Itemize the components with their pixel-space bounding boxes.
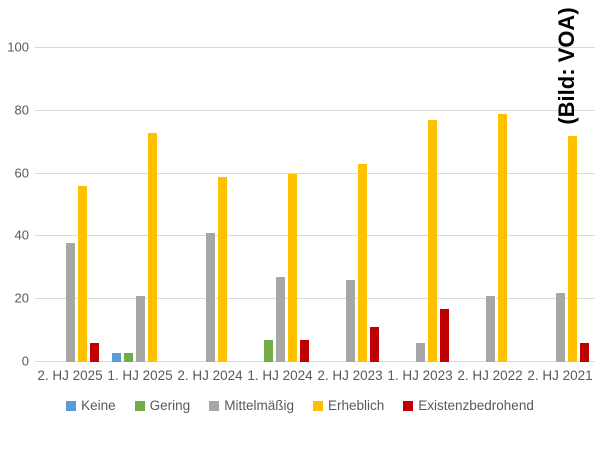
gridline-y-40: 40 (15, 228, 595, 243)
bar-erheblich (567, 135, 577, 362)
bar-group-2-hj-2025 (35, 48, 105, 362)
legend-label: Keine (81, 398, 116, 413)
bar-group-1-hj-2023 (385, 48, 455, 362)
x-tick-label-2-hj-2023: 2. HJ 2023 (317, 368, 383, 383)
y-tick-label: 0 (21, 353, 29, 369)
bar-mittelm-ig (205, 233, 215, 362)
bar-erheblich (357, 164, 367, 362)
legend-swatch-icon (134, 400, 145, 411)
bar-groups (35, 48, 595, 362)
bar-group-1-hj-2024 (245, 48, 315, 362)
bar-existenzbedrohend (439, 308, 449, 362)
bar-keine (111, 352, 121, 362)
bar-group-1-hj-2025 (105, 48, 175, 362)
legend-item-erheblich: Erheblich (312, 398, 385, 413)
gridline-y-80: 80 (15, 102, 595, 117)
y-tick-label: 20 (14, 290, 29, 306)
legend: Keine Gering Mittelmäßig Erheblich Existenzb… (0, 398, 600, 413)
bar-group-2-hj-2023 (315, 48, 385, 362)
gridline-y-0: 0 (22, 354, 595, 369)
y-tick-label: 100 (7, 39, 29, 55)
bar-mittelm-ig (485, 296, 495, 362)
y-tick-label: 40 (14, 227, 29, 243)
bar-mittelm-ig (415, 343, 425, 362)
bar-group-2-hj-2021 (525, 48, 595, 362)
plot-area: 0 20 40 60 80 100 (7, 40, 595, 369)
bar-mittelm-ig (555, 292, 565, 362)
bar-existenzbedrohend (299, 340, 309, 362)
legend-swatch-icon (403, 400, 414, 411)
legend-label: Gering (149, 398, 191, 413)
x-axis: 2. HJ 2025 1. HJ 2025 2. HJ 2024 1. HJ 2024… (35, 368, 595, 383)
legend-label: Erheblich (327, 398, 385, 413)
x-tick-label-1-hj-2023: 1. HJ 2023 (387, 368, 453, 383)
x-tick-label-2-hj-2025: 2. HJ 2025 (37, 368, 103, 383)
legend-label: Existenzbedrohend (418, 398, 534, 413)
bar-existenzbedrohend (579, 343, 589, 362)
legend-swatch-icon (312, 400, 323, 411)
legend-label: Mittelmäßig (224, 398, 294, 413)
bar-erheblich (77, 186, 87, 362)
bar-mittelm-ig (275, 277, 285, 362)
x-tick-label-2-hj-2021: 2. HJ 2021 (527, 368, 593, 383)
legend-swatch-icon (209, 400, 220, 411)
bar-gering (123, 352, 133, 362)
bar-erheblich (147, 132, 157, 362)
bar-erheblich (427, 120, 437, 362)
legend-item-gering: Gering (134, 398, 191, 413)
gridline-y-60: 60 (15, 165, 595, 180)
bar-existenzbedrohend (369, 327, 379, 362)
gridline-y-100: 100 (7, 40, 595, 55)
bar-mittelm-ig (65, 242, 75, 362)
bar-erheblich (497, 113, 507, 362)
x-tick-label-1-hj-2025: 1. HJ 2025 (107, 368, 173, 383)
bar-erheblich (287, 173, 297, 362)
y-tick-label: 80 (14, 102, 29, 118)
y-tick-label: 60 (14, 165, 29, 181)
gridline-y-20: 20 (15, 291, 595, 306)
image-credit: (Bild: VOA) (554, 7, 579, 125)
bar-group-2-hj-2022 (455, 48, 525, 362)
legend-item-mittelm-ig: Mittelmäßig (209, 398, 294, 413)
legend-item-keine: Keine (66, 398, 116, 413)
legend-swatch-icon (66, 400, 77, 411)
bar-mittelm-ig (135, 296, 145, 362)
bar-group-2-hj-2024 (175, 48, 245, 362)
x-tick-label-2-hj-2022: 2. HJ 2022 (457, 368, 523, 383)
legend-item-existenzbedrohend: Existenzbedrohend (403, 398, 534, 413)
bar-mittelm-ig (345, 280, 355, 362)
x-tick-label-1-hj-2024: 1. HJ 2024 (247, 368, 313, 383)
x-tick-label-2-hj-2024: 2. HJ 2024 (177, 368, 243, 383)
bar-existenzbedrohend (89, 343, 99, 362)
bar-gering (263, 340, 273, 362)
bar-erheblich (217, 176, 227, 362)
